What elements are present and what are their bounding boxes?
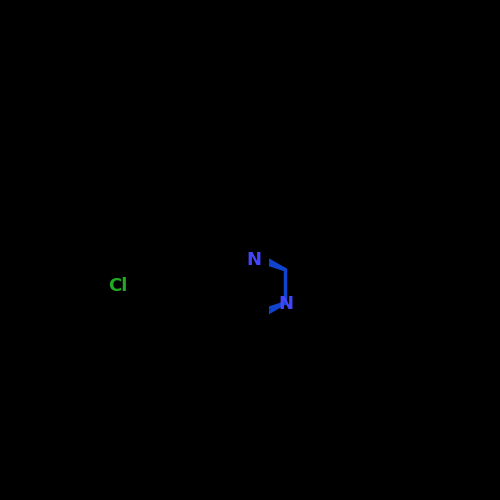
Text: N: N — [246, 250, 262, 268]
Text: Cl: Cl — [108, 278, 128, 295]
Text: N: N — [278, 296, 293, 314]
